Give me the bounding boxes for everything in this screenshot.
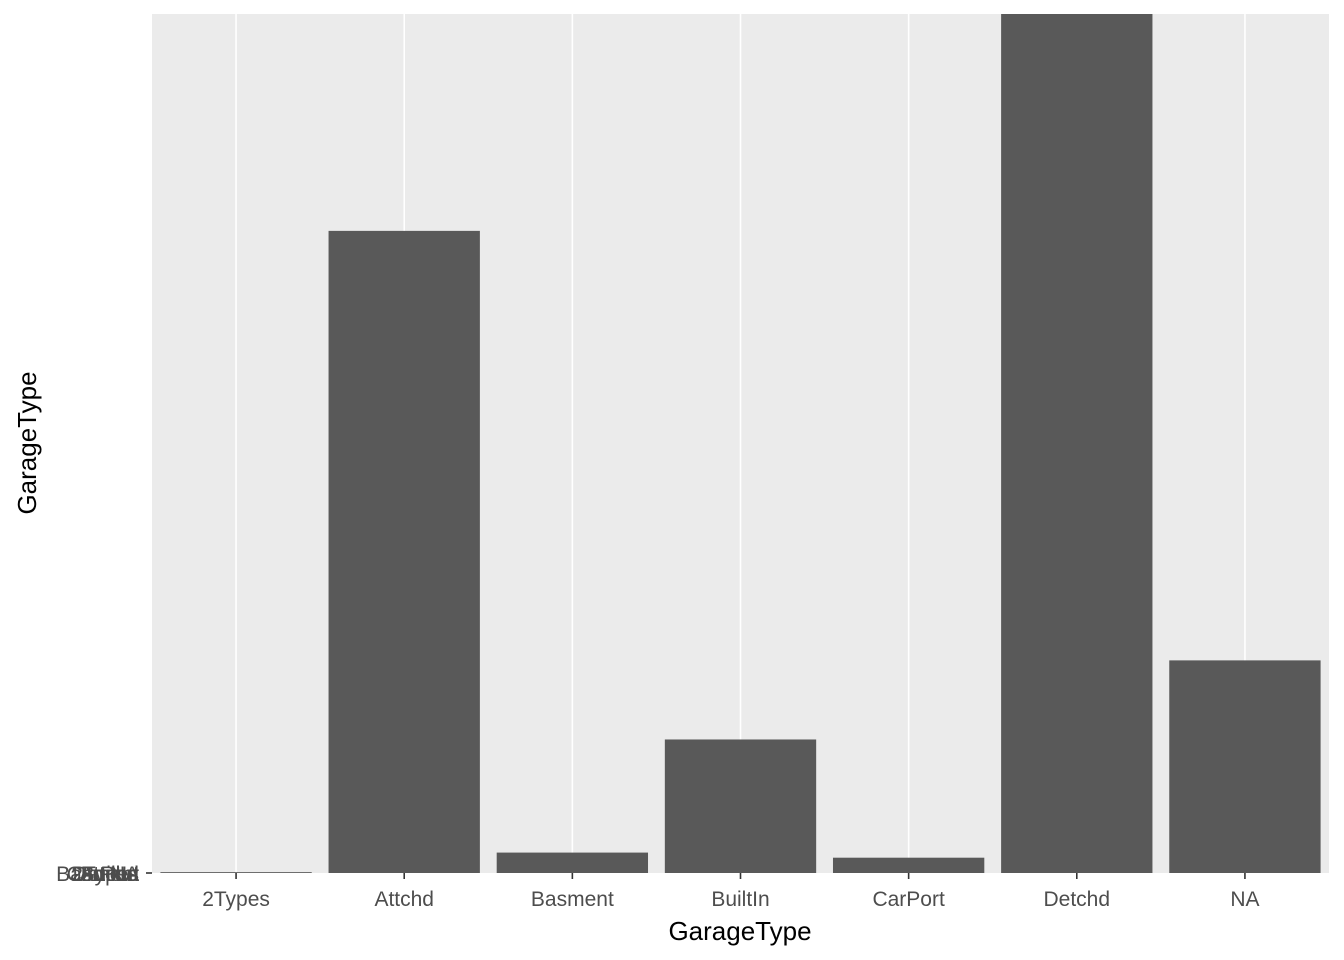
- bar-carport: [832, 857, 985, 873]
- x-axis-title: GarageType: [668, 916, 811, 946]
- y-tick-label: CarPort: [67, 863, 140, 886]
- x-tick-label: 2Types: [202, 888, 270, 911]
- y-axis-title: GarageType: [12, 371, 42, 514]
- y-tick-label: NA: [110, 863, 139, 886]
- bar-detchd: [1001, 14, 1153, 873]
- y-tick-label: Attchd: [79, 863, 139, 886]
- y-tick-label: BuiltIn: [81, 863, 139, 886]
- bar-builtin: [664, 739, 817, 873]
- bar-attchd: [328, 230, 480, 874]
- x-tick-label: Attchd: [374, 888, 434, 911]
- x-axis-ticks: 2Types Attchd Basment BuiltIn CarPort Detchd N…: [202, 873, 1260, 911]
- bar-2types: [160, 872, 312, 873]
- x-tick-label: CarPort: [872, 888, 945, 911]
- bar-basment: [496, 852, 649, 873]
- y-axis-ticks: 2TypesAttchdBasmentBuiltInCarPortDetchdN…: [56, 863, 152, 886]
- y-tick-label: Detchd: [72, 863, 139, 886]
- bars: [160, 14, 1321, 874]
- x-tick-label: BuiltIn: [711, 888, 769, 911]
- y-tick-label: Basment: [56, 863, 139, 886]
- x-tick-label: Detchd: [1044, 888, 1111, 911]
- x-tick-label: Basment: [531, 888, 614, 911]
- bar-na: [1169, 660, 1321, 873]
- x-tick-label: NA: [1230, 888, 1259, 911]
- y-tick-label: 2Types: [71, 863, 139, 886]
